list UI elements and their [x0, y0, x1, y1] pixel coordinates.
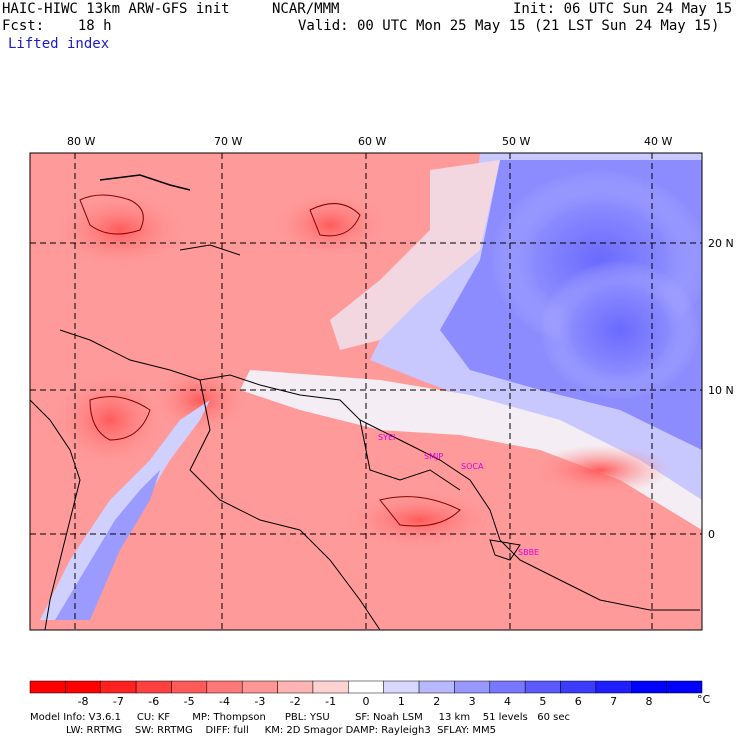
colorbar-segment	[100, 680, 137, 694]
lon-label: 70 W	[214, 135, 242, 148]
colorbar-segment	[277, 680, 314, 694]
colorbar-segment	[312, 680, 349, 694]
model-info-line1: Model Info: V3.6.1 CU: KF MP: Thompson P…	[30, 712, 570, 723]
field-name: Lifted index	[8, 36, 110, 52]
lat-label: 20 N	[708, 237, 734, 250]
colorbar-tick-label: -3	[254, 695, 265, 708]
colorbar-segment	[524, 680, 561, 694]
init-time: Init: 06 UTC Sun 24 May 15	[513, 1, 733, 17]
colorbar-segment	[241, 680, 278, 694]
colorbar-segment	[348, 680, 384, 694]
graticule	[30, 153, 702, 630]
station-label: SMJP	[424, 452, 443, 461]
station-label: SBBE	[518, 548, 539, 557]
colorbar-segment	[206, 680, 243, 694]
station-labels: SYEI SMJP SOCA SBBE	[378, 433, 539, 557]
model-title: HAIC-HIWC 13km ARW-GFS init	[2, 1, 230, 17]
lon-label: 40 W	[644, 135, 672, 148]
colorbar-segment	[595, 680, 632, 694]
colorbar-tick-label: -4	[219, 695, 230, 708]
map-field	[30, 153, 702, 630]
colorbar-segment	[383, 680, 420, 694]
longitude-labels: 80 W 70 W 60 W 50 W 40 W	[67, 135, 672, 148]
colorbar-labels: -8 -7 -6 -5 -4 -3 -2 -1 0 1 2 3 4 5 6 7 8	[78, 695, 653, 708]
colorbar-segment	[454, 680, 491, 694]
colorbar-tick-label: -8	[78, 695, 89, 708]
colorbar-tick-label: 2	[433, 695, 440, 708]
colorbar-tick-label: 4	[504, 695, 511, 708]
colorbar-tick-label: -5	[184, 695, 195, 708]
colorbar-unit: °C	[697, 693, 711, 706]
colorbar-tick-label: 0	[363, 695, 370, 708]
organization: NCAR/MMM	[272, 1, 340, 17]
model-info-line2: LW: RRTMG SW: RRTMG DIFF: full KM: 2D Sm…	[66, 725, 496, 736]
colorbar-tick-label: -2	[290, 695, 301, 708]
station-label: SYEI	[378, 433, 395, 442]
lat-label: 10 N	[708, 384, 734, 397]
colorbar-tick-label: 3	[469, 695, 476, 708]
lon-label: 50 W	[502, 135, 530, 148]
colorbar-segment	[171, 680, 208, 694]
colorbar-tick-label: -1	[325, 695, 336, 708]
colorbar-tick-label: 7	[610, 695, 617, 708]
colorbar-segment	[489, 680, 526, 694]
latitude-labels: 20 N 10 N 0	[708, 237, 734, 541]
colorbar-segment	[560, 680, 597, 694]
valid-time: Valid: 00 UTC Mon 25 May 15 (21 LST Sun …	[298, 18, 720, 34]
colorbar-segment	[29, 680, 66, 694]
colorbar-tick-label: 6	[575, 695, 582, 708]
colorbar-segment	[666, 680, 703, 694]
colorbar-segment	[65, 680, 101, 694]
colorbar-tick-label: -6	[148, 695, 159, 708]
lon-label: 80 W	[67, 135, 95, 148]
colorbar-segment	[135, 680, 172, 694]
forecast-hour: Fcst: 18 h	[2, 18, 112, 34]
colorbar	[29, 680, 703, 694]
colorbar-segment	[418, 680, 455, 694]
colorbar-tick-label: 8	[645, 695, 652, 708]
colorbar-segment	[631, 680, 667, 694]
colorbar-tick-label: 5	[539, 695, 546, 708]
station-label: SOCA	[461, 462, 484, 471]
colorbar-tick-label: 1	[398, 695, 405, 708]
lat-label: 0	[708, 528, 715, 541]
lon-label: 60 W	[358, 135, 386, 148]
colorbar-tick-label: -7	[113, 695, 124, 708]
